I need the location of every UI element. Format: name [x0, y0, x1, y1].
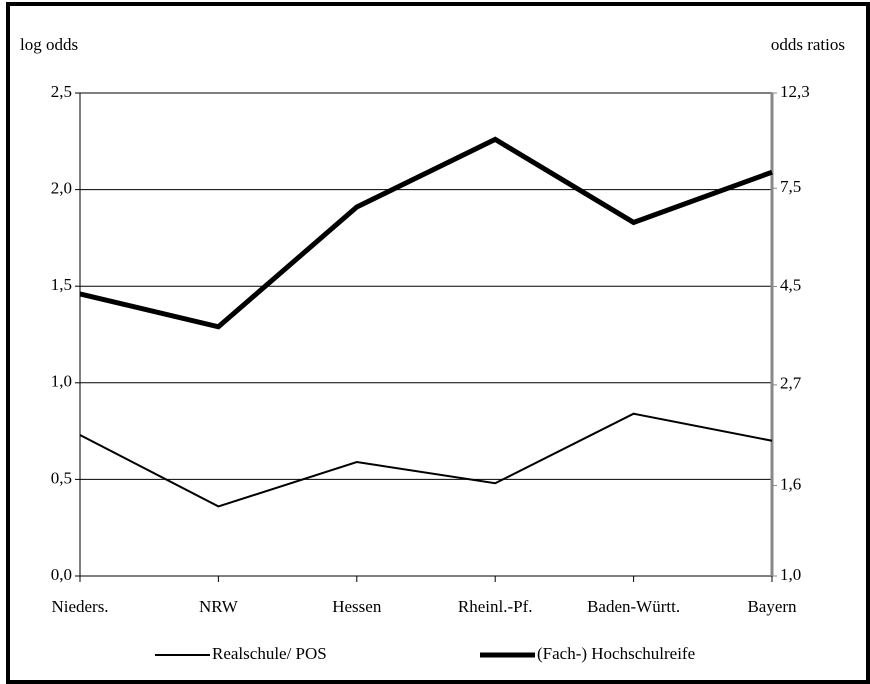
y2-tick-label: 1,6	[780, 474, 801, 493]
x-tick-label: Hessen	[332, 597, 382, 616]
legend-label: Realschule/ POS	[212, 644, 327, 663]
y-tick-label: 2,0	[51, 179, 72, 198]
x-tick-label: Baden-Württ.	[587, 597, 680, 616]
y-tick-label: 1,5	[51, 275, 72, 294]
series-line	[79, 136, 773, 330]
series-line	[79, 412, 773, 508]
x-tick-label: Nieders.	[51, 597, 108, 616]
y-axis-label: log odds	[20, 35, 78, 54]
y-tick-label: 0,5	[51, 468, 72, 487]
x-tick-label: NRW	[199, 597, 239, 616]
x-tick-label: Bayern	[747, 597, 797, 616]
y2-tick-label: 1,0	[780, 565, 801, 584]
y2-tick-label: 2,7	[780, 374, 802, 393]
y-tick-label: 1,0	[51, 372, 72, 391]
frame	[6, 2, 870, 684]
y-tick-label: 0,0	[51, 565, 72, 584]
x-tick-label: Rheinl.-Pf.	[458, 597, 533, 616]
y-tick-label: 2,5	[51, 82, 72, 101]
y2-axis-label: odds ratios	[771, 35, 845, 54]
legend-label: (Fach-) Hochschulreife	[537, 644, 695, 663]
y2-tick-label: 7,5	[780, 177, 801, 196]
y2-tick-label: 4,5	[780, 275, 801, 294]
y2-tick-label: 12,3	[780, 82, 810, 101]
